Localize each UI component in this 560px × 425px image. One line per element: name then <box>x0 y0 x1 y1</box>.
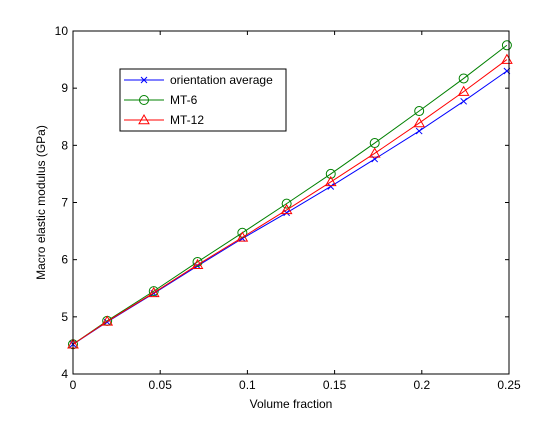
data-point <box>324 175 337 187</box>
series-2 <box>68 40 512 350</box>
data-point <box>101 315 114 326</box>
data-point <box>147 286 160 298</box>
data-point <box>415 127 423 135</box>
x-tick-label: 0.2 <box>413 378 430 392</box>
data-point <box>280 203 293 215</box>
legend-entry: MT-12 <box>124 113 204 127</box>
legend-entry: MT-6 <box>124 93 198 107</box>
y-tick-label: 7 <box>61 196 68 210</box>
y-tick-label: 4 <box>61 367 68 381</box>
x-tick-label: 0 <box>70 378 77 392</box>
y-axis-ticks: 4 5 6 7 8 9 10 <box>55 24 509 381</box>
x-axis-ticks: 0 0.05 0.1 0.15 0.2 0.25 <box>70 31 521 392</box>
y-tick-label: 10 <box>55 24 69 38</box>
y-tick-label: 5 <box>61 310 68 324</box>
legend: orientation average MT-6 MT-12 <box>119 68 287 132</box>
data-point <box>413 117 426 128</box>
legend-label: orientation average <box>170 73 273 87</box>
data-point <box>148 286 159 297</box>
y-tick-label: 8 <box>61 138 68 152</box>
data-point <box>458 73 469 84</box>
x-tick-label: 0.15 <box>323 378 347 392</box>
legend-label: MT-6 <box>170 93 198 107</box>
data-point <box>368 147 381 158</box>
series-line <box>72 44 508 345</box>
data-point <box>281 198 292 209</box>
data-point <box>501 40 512 51</box>
x-tick-label: 0.05 <box>149 378 173 392</box>
series-3 <box>67 53 513 349</box>
legend-marker <box>138 113 150 125</box>
series-layer <box>67 40 513 350</box>
legend-label: MT-12 <box>170 113 204 127</box>
data-point <box>327 183 335 190</box>
legend-marker <box>139 95 149 105</box>
x-tick-label: 0.1 <box>239 378 256 392</box>
x-axis-label: Volume fraction <box>250 397 333 411</box>
x-tick-label: 0.25 <box>497 378 521 392</box>
series-line <box>72 59 508 345</box>
legend-entries: orientation average MT-6 MT-12 <box>124 73 273 127</box>
legend-entry: orientation average <box>124 73 273 87</box>
data-point <box>460 97 468 105</box>
data-point <box>191 258 204 270</box>
y-axis-label: Macro elastic modulus (GPa) <box>34 125 48 280</box>
data-point <box>457 85 470 96</box>
data-point <box>236 231 249 242</box>
data-point <box>325 168 336 179</box>
legend-marker <box>140 76 148 84</box>
y-tick-label: 9 <box>61 81 68 95</box>
data-point <box>414 106 425 117</box>
y-tick-label: 6 <box>61 253 68 267</box>
